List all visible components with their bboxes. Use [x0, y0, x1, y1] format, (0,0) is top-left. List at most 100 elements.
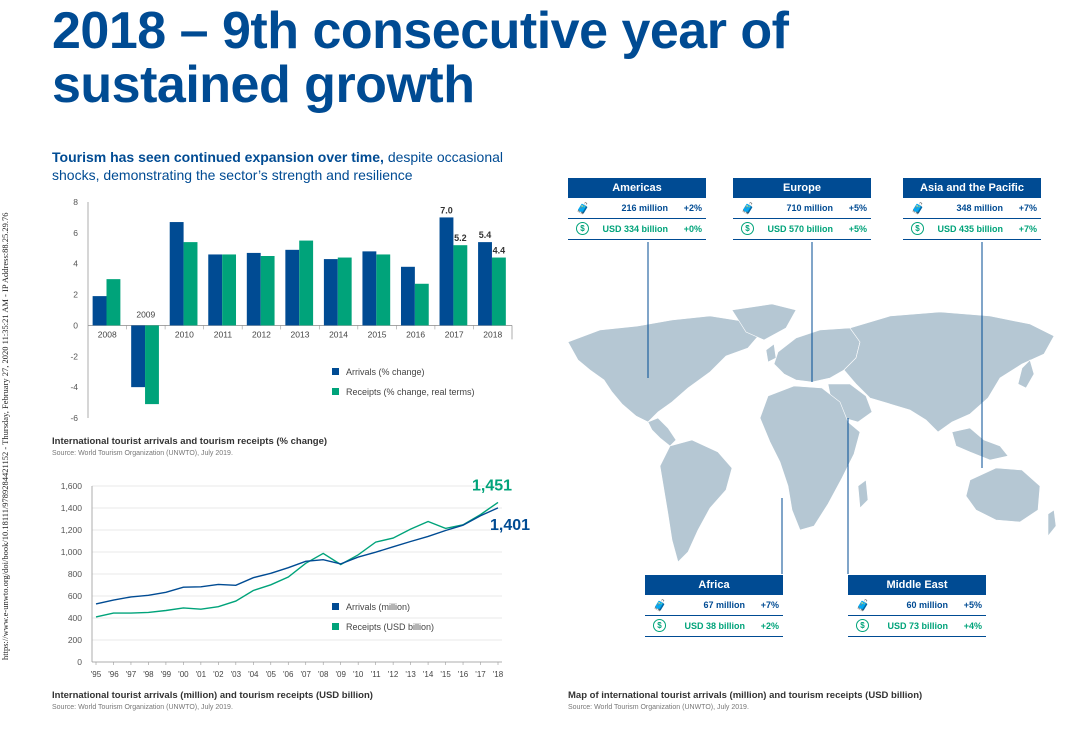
y-tick-label: 1,000 — [61, 547, 83, 557]
bar-receipts-2016 — [414, 283, 429, 326]
dollar-icon: $ — [741, 222, 754, 235]
bar-chart-caption: International tourist arrivals and touri… — [52, 436, 328, 447]
x-tick-label: '14 — [423, 670, 434, 679]
x-tick-label: '00 — [178, 670, 189, 679]
data-label: 5.2 — [454, 233, 467, 243]
x-tick-label: 2017 — [445, 329, 464, 339]
bar-arrivals-2009 — [131, 325, 146, 388]
map-madagascar — [857, 479, 869, 509]
map-southeast-asia — [951, 427, 1009, 461]
arrivals-change: +5% — [963, 600, 982, 610]
map-source: Source: World Tourism Organization (UNWT… — [568, 704, 749, 711]
x-tick-label: '09 — [335, 670, 346, 679]
y-tick-label: 600 — [68, 591, 82, 601]
receipts-change: +0% — [683, 224, 702, 234]
map-australia — [965, 467, 1041, 523]
x-tick-label: '12 — [388, 670, 399, 679]
x-tick-label: '17 — [475, 670, 486, 679]
x-tick-label: 2011 — [214, 329, 233, 339]
bar-arrivals-2010 — [169, 222, 184, 326]
legend-swatch — [332, 368, 339, 375]
x-tick-label: '18 — [493, 670, 504, 679]
bar-arrivals-2017 — [439, 217, 454, 326]
map-new-zealand — [1047, 509, 1057, 537]
arrivals-row: 🧳 710 million +5% — [733, 198, 871, 219]
legend-swatch — [332, 603, 339, 610]
line-chart: 1,600 1,400 1,200 1,000 800 600 400 200 0 '95 '96 '… — [61, 477, 530, 679]
map-japan — [1017, 359, 1035, 389]
map-greenland — [731, 303, 797, 341]
traveler-icon: 🧳 — [856, 600, 870, 612]
bar-receipts-2010 — [183, 242, 198, 326]
line-chart-caption: International tourist arrivals (million)… — [52, 690, 373, 701]
traveler-icon: 🧳 — [911, 203, 925, 215]
arrivals-value: 710 million — [786, 203, 833, 213]
arrivals-change: +5% — [848, 203, 867, 213]
region-name: Asia and the Pacific — [903, 178, 1041, 198]
end-label: 1,401 — [490, 517, 530, 534]
sidebar-url-text: https://www.e-unwto.org/doi/book/10.1811… — [0, 212, 10, 661]
y-tick-label: 6 — [73, 228, 78, 238]
arrivals-row: 🧳 60 million +5% — [848, 595, 986, 616]
bar-arrivals-2016 — [400, 266, 415, 326]
x-tick-label: '07 — [301, 670, 312, 679]
series-line-receipts — [95, 501, 499, 618]
x-tick-label: '04 — [248, 670, 259, 679]
bar-receipts-2017 — [453, 245, 468, 326]
subtitle-rest: despite occasional shocks, demonstrating… — [52, 149, 504, 183]
legend-label: Arrivals (% change) — [346, 367, 425, 377]
page-title: 2018 – 9th consecutive year of sustained… — [52, 4, 789, 112]
map-north-america — [567, 315, 761, 423]
title-line-1: 2018 – 9th consecutive year of — [52, 2, 789, 60]
y-tick-label: -4 — [70, 382, 78, 392]
arrivals-value: 216 million — [621, 203, 668, 213]
x-tick-label: 2014 — [329, 329, 348, 339]
y-tick-label: 0 — [77, 657, 82, 667]
bar-arrivals-2018 — [478, 242, 492, 326]
receipts-value: USD 570 billion — [767, 224, 833, 234]
bar-arrivals-2011 — [208, 254, 223, 326]
x-tick-label: '01 — [196, 670, 207, 679]
region-card-asia-pacific: Asia and the Pacific 🧳 348 million +7% $… — [903, 178, 1041, 240]
traveler-icon: 🧳 — [741, 203, 755, 215]
arrivals-change: +2% — [683, 203, 702, 213]
bar-receipts-2015 — [376, 254, 391, 326]
data-label: 5.4 — [479, 230, 492, 240]
bar-receipts-2014 — [337, 257, 352, 326]
y-tick-label: 2 — [73, 290, 78, 300]
legend-label: Receipts (USD billion) — [346, 622, 434, 632]
callout-lines — [647, 242, 983, 574]
legend-label: Arrivals (million) — [346, 602, 410, 612]
series-line-arrivals — [95, 507, 499, 605]
y-tick-label: 400 — [68, 613, 82, 623]
data-label: 4.4 — [493, 246, 506, 256]
bar-arrivals-2013 — [285, 249, 300, 326]
arrivals-row: 🧳 67 million +7% — [645, 595, 783, 616]
bar-receipts-2011 — [222, 254, 237, 326]
map-central-america — [647, 417, 677, 447]
x-tick-label: 2012 — [252, 329, 271, 339]
page-subtitle: Tourism has seen continued expansion ove… — [52, 148, 522, 184]
traveler-icon: 🧳 — [653, 600, 667, 612]
y-tick-label: 1,600 — [61, 481, 83, 491]
bar-arrivals-2015 — [362, 251, 377, 326]
line-chart-source: Source: World Tourism Organization (UNWT… — [52, 704, 233, 711]
region-card-middle-east: Middle East 🧳 60 million +5% $ USD 73 bi… — [848, 575, 986, 637]
x-tick-label: '10 — [353, 670, 364, 679]
x-tick-label: '13 — [405, 670, 416, 679]
legend-swatch — [332, 388, 339, 395]
bar-receipts-2009 — [145, 325, 159, 405]
region-card-americas: Americas 🧳 216 million +2% $ USD 334 bil… — [568, 178, 706, 240]
receipts-row: $ USD 334 billion +0% — [568, 219, 706, 240]
data-label: 7.0 — [440, 205, 453, 215]
world-map — [567, 303, 1057, 563]
title-line-2: sustained growth — [52, 56, 475, 114]
x-tick-label: 2013 — [291, 329, 310, 339]
x-tick-label: 2009 — [136, 309, 155, 319]
x-tick-label: '97 — [126, 670, 137, 679]
y-tick-label: 200 — [68, 635, 82, 645]
y-tick-label: 0 — [73, 320, 78, 330]
end-label: 1,451 — [472, 477, 512, 494]
map-asia — [843, 311, 1055, 433]
x-tick-label: '03 — [231, 670, 242, 679]
